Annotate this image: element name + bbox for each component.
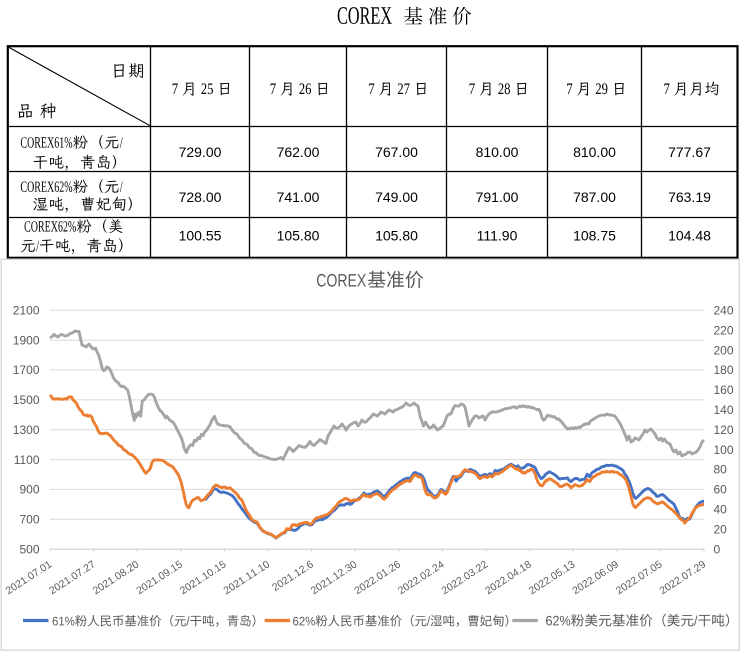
svg-text:900: 900 [19, 483, 39, 497]
svg-text:791.00: 791.00 [476, 189, 519, 205]
svg-text:20: 20 [714, 522, 728, 536]
svg-text:777.67: 777.67 [668, 144, 711, 160]
svg-text:120: 120 [714, 423, 734, 437]
svg-text:160: 160 [714, 383, 734, 397]
svg-text:80: 80 [714, 463, 728, 477]
svg-text:763.19: 763.19 [668, 189, 711, 205]
svg-text:500: 500 [19, 542, 39, 556]
svg-text:105.80: 105.80 [277, 228, 320, 244]
svg-text:728.00: 728.00 [179, 189, 222, 205]
svg-text:60: 60 [714, 483, 728, 497]
svg-text:0: 0 [714, 542, 721, 556]
svg-text:1700: 1700 [13, 363, 40, 377]
svg-text:111.90: 111.90 [477, 228, 518, 244]
svg-text:40: 40 [714, 503, 728, 517]
svg-text:1500: 1500 [13, 393, 40, 407]
svg-text:767.00: 767.00 [375, 144, 418, 160]
svg-text:200: 200 [714, 343, 734, 357]
svg-text:700: 700 [19, 513, 39, 527]
svg-text:787.00: 787.00 [573, 189, 616, 205]
svg-text:105.80: 105.80 [375, 228, 418, 244]
svg-text:108.75: 108.75 [573, 228, 616, 244]
svg-text:1100: 1100 [14, 453, 40, 467]
svg-text:180: 180 [714, 363, 734, 377]
svg-text:140: 140 [714, 403, 734, 417]
svg-text:729.00: 729.00 [179, 144, 222, 160]
svg-text:762.00: 762.00 [277, 144, 320, 160]
svg-text:1300: 1300 [13, 423, 40, 437]
svg-text:749.00: 749.00 [375, 189, 418, 205]
svg-text:1900: 1900 [13, 333, 40, 347]
svg-text:2100: 2100 [13, 304, 40, 318]
svg-text:810.00: 810.00 [573, 144, 616, 160]
svg-text:240: 240 [714, 304, 734, 318]
svg-text:810.00: 810.00 [476, 144, 519, 160]
svg-text:741.00: 741.00 [277, 189, 320, 205]
svg-text:100.55: 100.55 [179, 228, 222, 244]
svg-text:220: 220 [714, 323, 734, 337]
svg-text:100: 100 [714, 443, 734, 457]
svg-text:104.48: 104.48 [668, 228, 711, 244]
